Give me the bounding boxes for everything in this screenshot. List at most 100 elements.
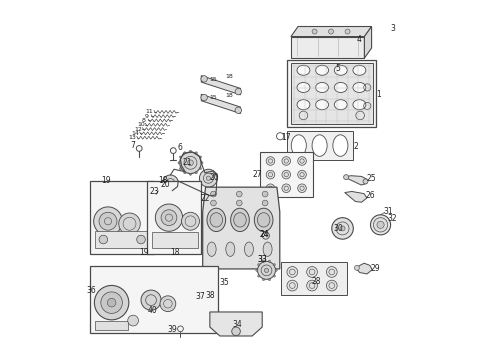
- Bar: [287, 59, 376, 127]
- Text: 14: 14: [131, 131, 139, 136]
- Ellipse shape: [312, 135, 327, 156]
- Text: 38: 38: [205, 291, 215, 300]
- Circle shape: [184, 152, 186, 154]
- Circle shape: [201, 162, 203, 164]
- Circle shape: [211, 191, 216, 197]
- Text: 19: 19: [101, 176, 111, 185]
- Text: 32: 32: [387, 213, 397, 222]
- Circle shape: [354, 265, 359, 270]
- Circle shape: [258, 275, 260, 277]
- Circle shape: [326, 266, 337, 277]
- Ellipse shape: [334, 65, 347, 75]
- Circle shape: [206, 176, 211, 180]
- Circle shape: [345, 29, 350, 34]
- Bar: [90, 181, 154, 253]
- Polygon shape: [210, 312, 262, 336]
- Text: 18: 18: [225, 74, 233, 79]
- Circle shape: [195, 172, 197, 174]
- Circle shape: [377, 221, 384, 228]
- Ellipse shape: [234, 213, 246, 227]
- Circle shape: [262, 232, 270, 239]
- Circle shape: [263, 260, 265, 262]
- Text: 39: 39: [168, 325, 177, 334]
- Circle shape: [137, 235, 146, 244]
- Circle shape: [128, 315, 139, 326]
- Circle shape: [195, 152, 197, 154]
- Ellipse shape: [210, 213, 222, 227]
- Text: 20: 20: [161, 180, 170, 189]
- Text: 27: 27: [252, 170, 262, 179]
- Circle shape: [370, 215, 391, 235]
- Text: 19: 19: [139, 248, 148, 257]
- Circle shape: [95, 285, 129, 320]
- Ellipse shape: [334, 82, 347, 93]
- Circle shape: [298, 157, 306, 165]
- Polygon shape: [201, 94, 241, 113]
- Ellipse shape: [353, 65, 366, 75]
- Circle shape: [307, 266, 318, 277]
- Text: 20: 20: [210, 173, 220, 182]
- Text: 31: 31: [384, 207, 393, 216]
- Circle shape: [94, 207, 122, 235]
- Circle shape: [179, 167, 182, 170]
- Text: 9: 9: [145, 114, 149, 119]
- Polygon shape: [365, 27, 371, 58]
- Circle shape: [256, 269, 258, 271]
- Circle shape: [262, 200, 268, 206]
- Circle shape: [211, 200, 216, 206]
- Bar: [90, 266, 219, 333]
- Ellipse shape: [207, 242, 216, 256]
- Circle shape: [101, 292, 122, 314]
- Circle shape: [340, 226, 345, 231]
- Circle shape: [232, 327, 240, 336]
- Circle shape: [287, 280, 298, 291]
- Ellipse shape: [316, 65, 329, 75]
- Circle shape: [179, 156, 182, 158]
- Circle shape: [269, 279, 270, 281]
- Text: 18: 18: [158, 176, 168, 185]
- Ellipse shape: [297, 65, 310, 75]
- Text: 8: 8: [142, 118, 146, 123]
- Text: 35: 35: [220, 278, 229, 287]
- Text: 12: 12: [134, 127, 142, 131]
- Text: 10: 10: [137, 122, 145, 127]
- Ellipse shape: [245, 242, 253, 256]
- Circle shape: [160, 296, 176, 312]
- Circle shape: [141, 290, 161, 310]
- Text: 2: 2: [354, 142, 359, 151]
- Text: 5: 5: [336, 64, 341, 73]
- Ellipse shape: [291, 135, 306, 156]
- Circle shape: [199, 169, 218, 187]
- Text: 28: 28: [311, 276, 321, 285]
- Polygon shape: [291, 37, 365, 58]
- Bar: [147, 181, 200, 253]
- Circle shape: [282, 157, 291, 165]
- Ellipse shape: [207, 208, 225, 231]
- Text: 17: 17: [281, 133, 291, 142]
- Text: 24: 24: [259, 230, 269, 239]
- Circle shape: [307, 280, 318, 291]
- Circle shape: [275, 269, 277, 271]
- Circle shape: [236, 191, 242, 197]
- Circle shape: [265, 268, 269, 273]
- Text: 18: 18: [171, 248, 180, 257]
- Circle shape: [163, 175, 178, 191]
- Circle shape: [181, 212, 199, 230]
- Text: 18: 18: [225, 93, 233, 98]
- Circle shape: [329, 29, 334, 34]
- Text: 6: 6: [177, 143, 182, 152]
- Circle shape: [326, 280, 337, 291]
- Text: 33: 33: [257, 255, 267, 264]
- Circle shape: [235, 89, 242, 95]
- Circle shape: [190, 150, 192, 152]
- Circle shape: [298, 184, 306, 193]
- Ellipse shape: [333, 135, 348, 156]
- Ellipse shape: [334, 100, 347, 110]
- Bar: [287, 131, 353, 160]
- Text: 3: 3: [391, 24, 395, 33]
- Ellipse shape: [263, 242, 272, 256]
- Circle shape: [201, 76, 207, 82]
- Text: 13: 13: [128, 135, 136, 140]
- Polygon shape: [291, 27, 371, 37]
- Text: 25: 25: [367, 174, 376, 183]
